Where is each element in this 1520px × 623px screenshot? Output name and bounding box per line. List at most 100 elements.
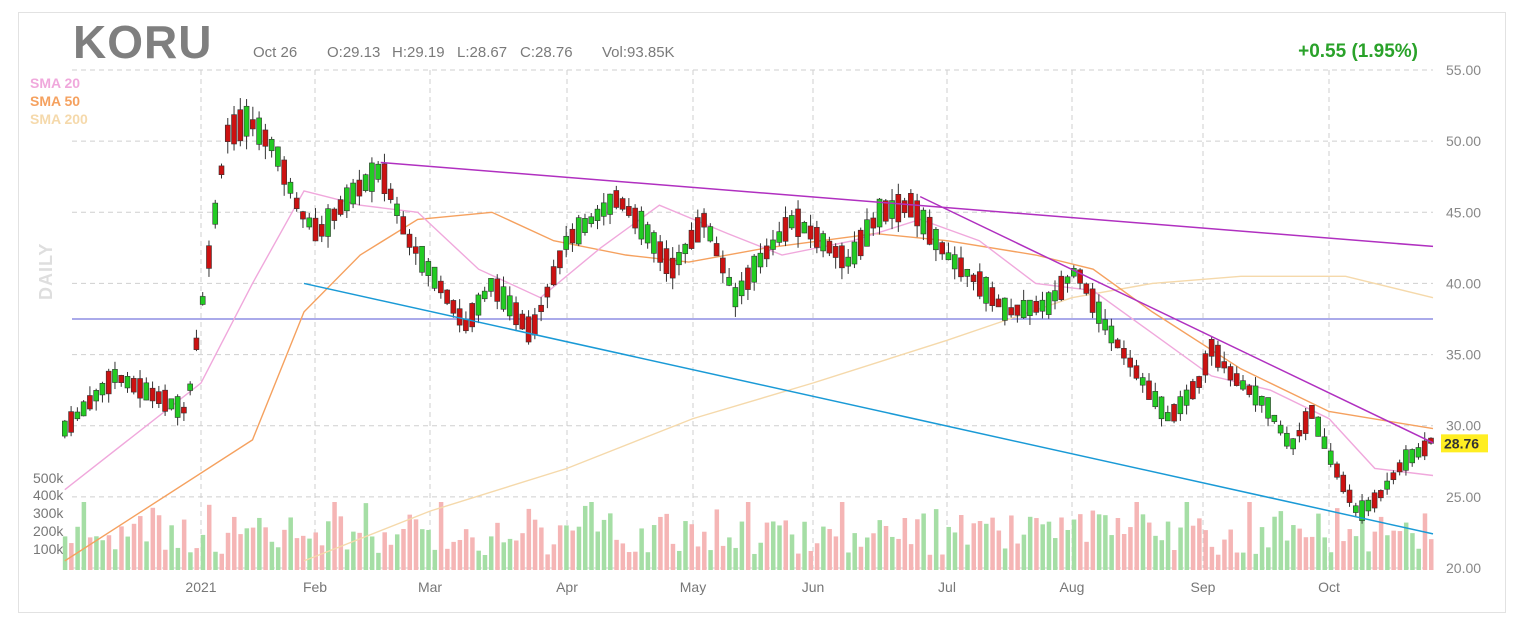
x-tick-label: Oct <box>1318 579 1340 595</box>
candle-body <box>1208 339 1215 357</box>
volume-bar <box>1002 548 1008 570</box>
volume-bar <box>426 529 431 570</box>
y-tick-label: 55.00 <box>1446 62 1481 78</box>
x-tick-label: Aug <box>1060 579 1085 595</box>
volume-bar <box>1291 525 1296 570</box>
volume-bar <box>933 509 939 570</box>
candle-body <box>1064 276 1071 284</box>
volume-bar <box>294 538 300 570</box>
candle-body <box>212 202 219 225</box>
candle-body <box>124 375 131 389</box>
candle-body <box>469 303 475 328</box>
volume-bar <box>138 516 143 570</box>
candle-body <box>976 271 983 297</box>
candle-body <box>218 165 225 175</box>
candle-body <box>369 162 375 192</box>
volume-bar <box>708 550 713 570</box>
volume-bar <box>332 502 337 570</box>
candle-body <box>651 232 657 254</box>
volume-bar <box>200 534 206 570</box>
volume-bar <box>382 532 387 570</box>
candle-body <box>882 200 889 222</box>
candle-body <box>162 389 168 412</box>
candle-body <box>181 406 187 414</box>
volume-bar <box>1391 530 1396 570</box>
volume-bar <box>764 522 770 570</box>
candle-body <box>575 217 582 245</box>
candle-body <box>105 370 112 395</box>
candle-body <box>93 390 99 402</box>
volume-bar <box>495 522 500 570</box>
volume-bar <box>752 553 757 570</box>
candle-body <box>1315 416 1321 437</box>
volume-bar <box>1222 539 1227 570</box>
candle-body <box>600 202 607 217</box>
candle-body <box>550 266 557 286</box>
volume-bar <box>501 542 507 570</box>
volume-bar <box>420 529 425 570</box>
candle-body <box>1365 499 1372 512</box>
volume-bar <box>802 521 807 570</box>
candle-body <box>1327 450 1334 465</box>
volume-bar <box>407 514 413 570</box>
candle-body <box>820 233 826 252</box>
volume-bar <box>745 502 751 570</box>
volume-bar <box>1272 516 1277 570</box>
candle-body <box>87 395 93 410</box>
volume-bar <box>438 502 444 570</box>
quote-high: H:29.19 <box>392 44 445 61</box>
candle-body <box>832 246 839 258</box>
volume-bar <box>1172 550 1177 570</box>
volume-bar <box>1341 541 1346 570</box>
volume-bar <box>921 513 926 570</box>
volume-bar <box>1146 522 1152 570</box>
candle-body <box>657 241 663 263</box>
volume-bar <box>777 525 782 570</box>
candle-body <box>1421 440 1428 457</box>
volume-bar <box>300 535 306 570</box>
volume-bar <box>169 525 174 570</box>
candle-body <box>394 203 400 217</box>
volume-bar <box>1203 530 1208 570</box>
volume-bar <box>608 513 613 570</box>
candle-body <box>331 208 338 221</box>
candle-body <box>782 217 789 242</box>
volume-bar <box>1078 514 1083 570</box>
volume-bar <box>557 525 563 570</box>
candle-body <box>1133 365 1140 379</box>
candle-body <box>193 337 200 350</box>
candle-body <box>544 286 551 298</box>
candle-body <box>795 208 801 237</box>
candle-body <box>444 289 450 304</box>
volume-bar <box>326 521 331 570</box>
volume-bar <box>733 547 738 570</box>
candle-body <box>481 290 488 300</box>
volume-bar <box>1410 533 1415 570</box>
candle-body <box>1146 380 1152 400</box>
x-tick-label: Feb <box>303 579 327 595</box>
volume-bar <box>351 531 356 570</box>
candle-body <box>607 193 613 215</box>
volume-bar <box>463 529 469 570</box>
candle-body <box>1008 307 1014 316</box>
volume-bar <box>877 520 883 570</box>
volume-bar <box>1372 531 1378 570</box>
volume-bar <box>1184 502 1190 570</box>
volume-bar <box>1027 516 1033 570</box>
candle-body <box>694 217 701 243</box>
volume-bar <box>1059 517 1064 570</box>
volume-bar <box>1096 514 1102 570</box>
candle-body <box>112 369 118 383</box>
volume-bar <box>1422 513 1428 570</box>
candle-body <box>268 139 275 152</box>
volume-bar <box>676 550 682 570</box>
volume-bar <box>482 554 488 570</box>
volume-bar <box>576 526 582 570</box>
volume-bar <box>1090 510 1096 570</box>
y-tick-label: 35.00 <box>1446 347 1481 363</box>
x-tick-label: Mar <box>418 579 442 595</box>
volume-bar <box>1266 547 1271 570</box>
candle-body <box>243 105 250 137</box>
volume-bar <box>1190 525 1196 570</box>
